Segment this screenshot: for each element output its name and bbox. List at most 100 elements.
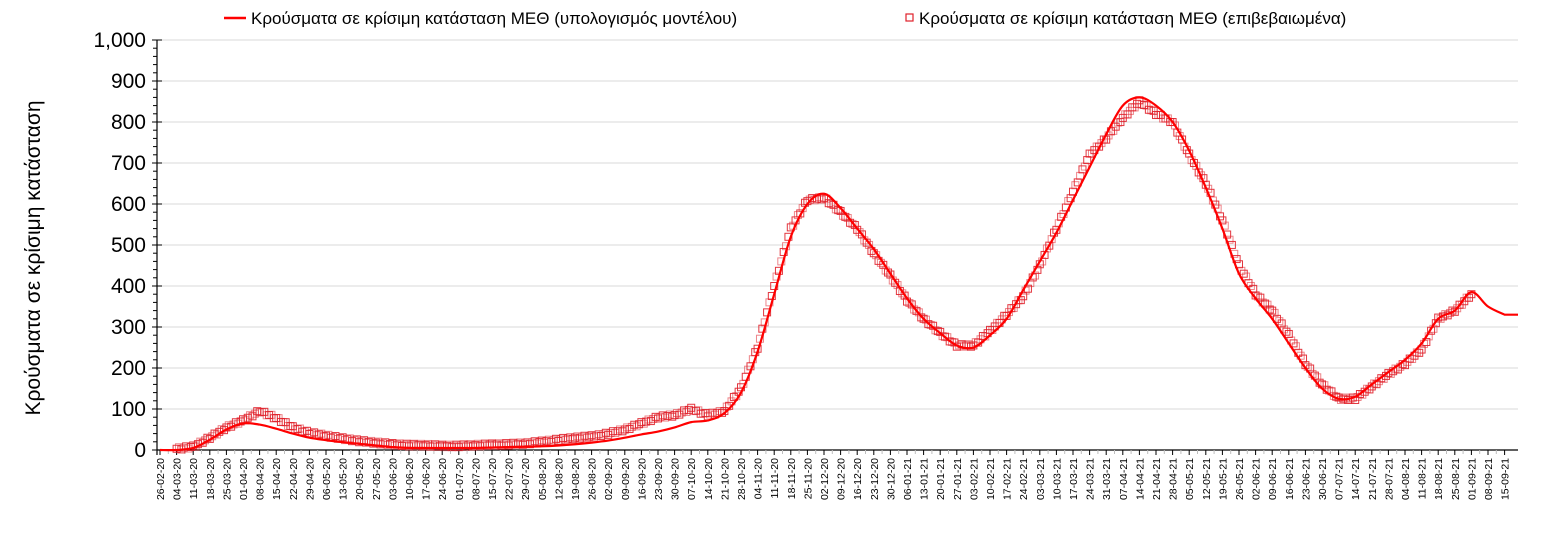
legend-confirmed-square-icon <box>905 13 914 22</box>
confirmed-marker <box>1263 300 1272 309</box>
x-tick-label: 30-12-20 <box>885 458 897 500</box>
confirmed-marker <box>646 417 655 426</box>
x-tick-label: 22-04-20 <box>288 458 300 500</box>
confirmed-marker <box>635 420 644 429</box>
confirmed-marker <box>1116 118 1125 127</box>
confirmed-marker <box>630 420 639 429</box>
x-axis-ticks: 26-02-20 04-03-20 11-03-20 18-03-20 25-03-20… <box>155 450 1512 500</box>
confirmed-marker <box>1152 111 1160 120</box>
x-tick-label: 24-06-20 <box>437 458 449 500</box>
confirmed-marker <box>853 225 862 234</box>
confirmed-marker <box>1268 306 1277 315</box>
x-tick-label: 10-06-20 <box>404 458 416 500</box>
x-tick-label: 18-11-20 <box>786 458 798 499</box>
x-tick-label: 14-10-20 <box>703 458 715 500</box>
x-tick-label: 07-10-20 <box>686 458 698 500</box>
confirmed-marker <box>1142 101 1151 110</box>
x-tick-label: 26-08-20 <box>587 458 599 500</box>
x-tick-label: 03-06-20 <box>387 458 399 500</box>
x-tick-label: 01-04-20 <box>238 458 250 500</box>
confirmed-marker <box>1355 390 1364 399</box>
confirmed-marker <box>1363 384 1372 393</box>
confirmed-marker <box>1149 106 1158 115</box>
y-tick-label: 1,000 <box>93 29 146 52</box>
x-tick-label: 19-05-21 <box>1217 458 1229 500</box>
confirmed-marker <box>936 327 945 336</box>
x-tick-label: 03-03-21 <box>1035 458 1047 500</box>
confirmed-marker <box>1144 105 1153 114</box>
confirmed-marker <box>642 417 651 426</box>
confirmed-marker <box>857 230 866 239</box>
x-tick-label: 28-10-20 <box>736 458 748 500</box>
confirmed-marker <box>1078 165 1087 174</box>
x-tick-label: 21-07-21 <box>1367 458 1379 500</box>
confirmed-marker <box>606 429 615 438</box>
x-tick-label: 05-08-20 <box>537 458 549 500</box>
x-tick-label: 17-03-21 <box>1068 458 1080 500</box>
x-tick-label: 28-04-21 <box>1168 458 1180 500</box>
confirmed-marker <box>293 424 302 433</box>
legend-model-label: Κρούσματα σε κρίσιμη κατάσταση ΜΕΘ (υπολ… <box>251 9 737 28</box>
confirmed-marker <box>613 427 622 436</box>
x-tick-label: 23-09-20 <box>653 458 665 500</box>
confirmed-marker <box>592 431 601 440</box>
confirmed-marker <box>1147 106 1156 115</box>
y-tick-label: 400 <box>111 275 146 298</box>
x-tick-label: 04-11-20 <box>753 458 765 499</box>
confirmed-marker <box>1370 379 1379 388</box>
confirmed-marker <box>715 406 724 415</box>
confirmed-marker <box>639 419 648 428</box>
confirmed-marker <box>848 219 857 228</box>
model-line <box>159 96 1518 452</box>
confirmed-marker <box>1270 308 1279 317</box>
y-tick-label: 900 <box>111 70 146 93</box>
x-tick-label: 02-06-21 <box>1251 458 1263 500</box>
x-tick-label: 23-12-20 <box>869 458 881 500</box>
x-tick-label: 10-02-21 <box>985 458 997 500</box>
confirmed-marker <box>1282 327 1291 336</box>
confirmed-marker <box>699 409 708 418</box>
confirmed-marker <box>900 291 909 300</box>
confirmed-marker <box>675 410 684 419</box>
confirmed-marker <box>691 406 700 415</box>
confirmed-marker <box>1239 269 1248 278</box>
confirmed-marker <box>1256 293 1265 302</box>
confirmed-marker <box>907 300 916 309</box>
confirmed-marker <box>770 282 779 290</box>
confirmed-marker <box>625 424 634 433</box>
confirmed-marker <box>919 314 928 323</box>
x-tick-label: 23-06-21 <box>1300 458 1312 500</box>
x-tick-label: 15-04-20 <box>271 458 283 500</box>
x-tick-label: 19-08-20 <box>570 458 582 500</box>
confirmed-marker <box>938 332 947 341</box>
confirmed-marker <box>1275 317 1284 326</box>
confirmed-marker <box>632 422 641 431</box>
confirmed-markers <box>172 96 1476 454</box>
legend-confirmed-label: Κρούσματα σε κρίσιμη κατάσταση ΜΕΘ (επιβ… <box>919 9 1346 28</box>
y-tick-label: 200 <box>111 357 146 380</box>
x-tick-label: 12-05-21 <box>1201 458 1213 500</box>
x-tick-label: 26-02-20 <box>155 458 167 500</box>
confirmed-marker <box>1417 345 1426 354</box>
confirmed-marker <box>1446 308 1455 317</box>
x-tick-label: 06-01-21 <box>902 458 914 500</box>
x-tick-label: 11-03-20 <box>188 458 200 499</box>
x-tick-label: 16-06-21 <box>1284 458 1296 500</box>
x-tick-label: 08-09-21 <box>1483 458 1495 500</box>
x-tick-label: 14-07-21 <box>1350 458 1362 500</box>
x-tick-label: 13-05-20 <box>338 458 350 500</box>
x-tick-label: 18-08-21 <box>1433 458 1445 500</box>
x-tick-label: 04-08-21 <box>1400 458 1412 500</box>
y-tick-label: 0 <box>134 439 146 462</box>
confirmed-marker <box>893 281 902 290</box>
x-tick-label: 29-04-20 <box>304 458 316 500</box>
confirmed-marker <box>945 337 954 346</box>
y-tick-label: 500 <box>111 234 146 257</box>
x-tick-label: 24-03-21 <box>1085 458 1097 500</box>
x-tick-label: 24-02-21 <box>1018 458 1030 500</box>
confirmed-marker <box>677 408 686 417</box>
confirmed-marker <box>921 315 930 324</box>
x-tick-label: 21-10-20 <box>719 458 731 500</box>
confirmed-marker <box>931 326 940 335</box>
